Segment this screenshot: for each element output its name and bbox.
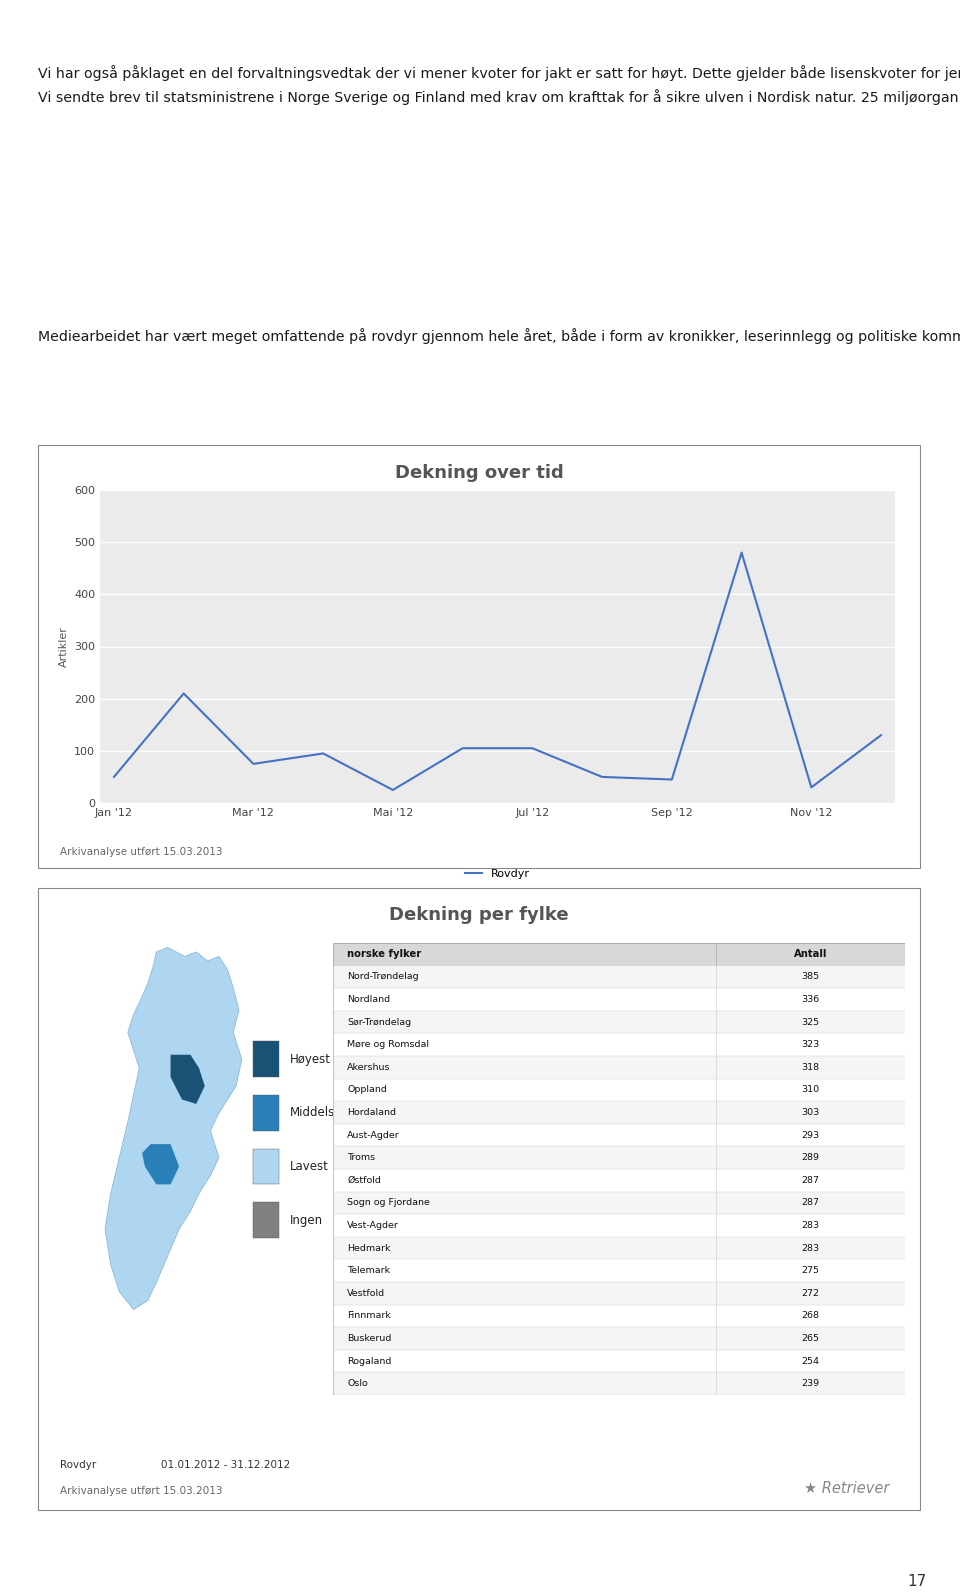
- Y-axis label: Artikler: Artikler: [59, 626, 68, 667]
- Bar: [333, 1304, 905, 1328]
- Text: Østfold: Østfold: [348, 1176, 381, 1184]
- Text: Vest-Agder: Vest-Agder: [348, 1221, 399, 1231]
- Bar: [333, 1146, 905, 1169]
- Bar: [253, 1041, 278, 1078]
- Bar: [333, 966, 905, 989]
- Text: Møre og Romsdal: Møre og Romsdal: [348, 1040, 429, 1049]
- Text: 01.01.2012 - 31.12.2012: 01.01.2012 - 31.12.2012: [161, 1460, 291, 1469]
- Bar: [253, 1202, 278, 1239]
- Text: ★ Retriever: ★ Retriever: [804, 1481, 889, 1496]
- Text: 283: 283: [802, 1243, 820, 1253]
- Text: Sogn og Fjordane: Sogn og Fjordane: [348, 1199, 430, 1207]
- Bar: [333, 1055, 905, 1079]
- Legend: Rovdyr: Rovdyr: [461, 864, 534, 884]
- Text: 303: 303: [802, 1108, 820, 1118]
- Text: Buskerud: Buskerud: [348, 1334, 392, 1344]
- Bar: [333, 1328, 905, 1350]
- Text: Oppland: Oppland: [348, 1086, 387, 1094]
- Bar: [333, 1102, 905, 1124]
- Bar: [333, 1350, 905, 1372]
- Text: 287: 287: [802, 1199, 820, 1207]
- Text: 265: 265: [802, 1334, 820, 1344]
- Text: Høyest: Høyest: [290, 1052, 331, 1065]
- Text: Rovdyr: Rovdyr: [60, 1460, 96, 1469]
- Text: 239: 239: [802, 1379, 820, 1388]
- Text: 254: 254: [802, 1356, 820, 1366]
- Text: Nord-Trøndelag: Nord-Trøndelag: [348, 973, 419, 981]
- Text: Vestfold: Vestfold: [348, 1290, 385, 1297]
- Bar: [333, 1033, 905, 1055]
- Text: 310: 310: [802, 1086, 820, 1094]
- Text: Antall: Antall: [794, 949, 828, 960]
- Bar: [333, 1282, 905, 1304]
- Text: 318: 318: [802, 1063, 820, 1071]
- Text: Akershus: Akershus: [348, 1063, 391, 1071]
- Text: Dekning per fylke: Dekning per fylke: [389, 906, 569, 923]
- Bar: [253, 1148, 278, 1184]
- Text: 17: 17: [907, 1574, 926, 1589]
- Text: Vi har også påklaget en del forvaltningsvedtak der vi mener kvoter for jakt er s: Vi har også påklaget en del forvaltnings…: [38, 65, 960, 105]
- Text: Hedmark: Hedmark: [348, 1243, 391, 1253]
- Bar: [333, 1215, 905, 1237]
- Bar: [333, 1011, 905, 1033]
- Bar: [333, 1124, 905, 1146]
- Text: Aust-Agder: Aust-Agder: [348, 1130, 400, 1140]
- Text: 272: 272: [802, 1290, 820, 1297]
- Bar: [333, 1169, 905, 1191]
- Bar: [333, 1079, 905, 1102]
- Text: 289: 289: [802, 1153, 820, 1162]
- Text: Middels: Middels: [290, 1106, 335, 1119]
- Text: Ingen: Ingen: [290, 1213, 324, 1227]
- Bar: [333, 1191, 905, 1215]
- Text: 268: 268: [802, 1312, 820, 1320]
- Text: Arkivanalyse utført 15.03.2013: Arkivanalyse utført 15.03.2013: [60, 847, 223, 858]
- Text: Nordland: Nordland: [348, 995, 391, 1005]
- Text: Lavest: Lavest: [290, 1161, 329, 1173]
- Text: 323: 323: [802, 1040, 820, 1049]
- Polygon shape: [142, 1145, 180, 1184]
- Text: 336: 336: [802, 995, 820, 1005]
- Text: 293: 293: [802, 1130, 820, 1140]
- Bar: [253, 1095, 278, 1130]
- Text: Arkivanalyse utført 15.03.2013: Arkivanalyse utført 15.03.2013: [60, 1487, 223, 1496]
- Text: Finnmark: Finnmark: [348, 1312, 391, 1320]
- Bar: [333, 1372, 905, 1395]
- Polygon shape: [171, 1055, 204, 1103]
- Text: Oslo: Oslo: [348, 1379, 368, 1388]
- Text: Telemark: Telemark: [348, 1266, 391, 1275]
- Text: Sør-Trøndelag: Sør-Trøndelag: [348, 1017, 412, 1027]
- Text: norske fylker: norske fylker: [348, 949, 421, 960]
- Text: 275: 275: [802, 1266, 820, 1275]
- Text: Dekning over tid: Dekning over tid: [395, 463, 564, 482]
- Text: 287: 287: [802, 1176, 820, 1184]
- Bar: [333, 1259, 905, 1282]
- Text: 283: 283: [802, 1221, 820, 1231]
- Bar: [333, 989, 905, 1011]
- Text: Rogaland: Rogaland: [348, 1356, 392, 1366]
- Text: 385: 385: [802, 973, 820, 981]
- Text: Mediearbeidet har vært meget omfattende på rovdyr gjennom hele året, både i form: Mediearbeidet har vært meget omfattende …: [38, 328, 960, 344]
- Bar: [333, 1237, 905, 1259]
- Text: 325: 325: [802, 1017, 820, 1027]
- Bar: [333, 942, 905, 966]
- Polygon shape: [105, 947, 242, 1310]
- Text: Hordaland: Hordaland: [348, 1108, 396, 1118]
- Text: Troms: Troms: [348, 1153, 375, 1162]
